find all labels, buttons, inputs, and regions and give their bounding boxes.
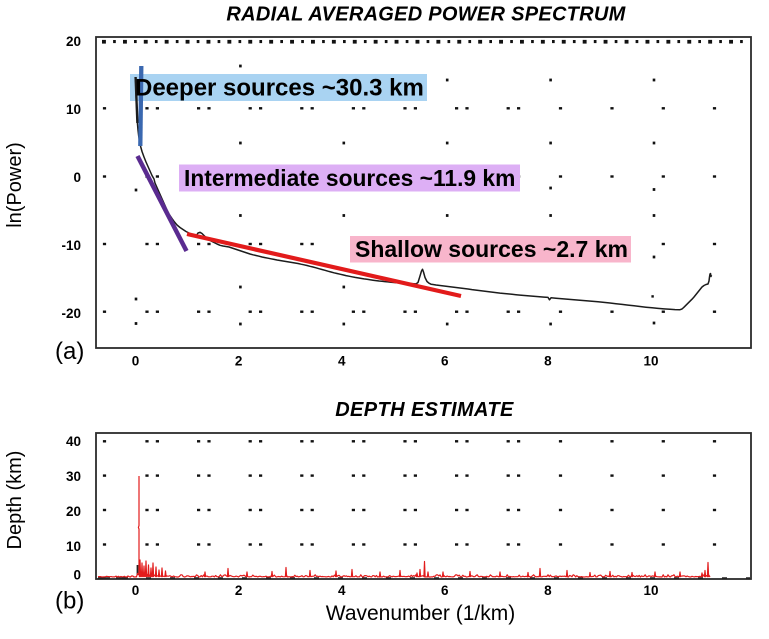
- svg-text:-20: -20: [61, 306, 81, 321]
- svg-text:8: 8: [544, 354, 552, 369]
- svg-text:Shallow sources ~2.7 km: Shallow sources ~2.7 km: [355, 236, 628, 262]
- svg-text:Deeper sources ~30.3 km: Deeper sources ~30.3 km: [135, 75, 424, 102]
- svg-text:10: 10: [643, 354, 658, 369]
- svg-text:30: 30: [66, 469, 81, 484]
- svg-text:0: 0: [132, 583, 140, 598]
- svg-text:40: 40: [66, 434, 81, 449]
- svg-text:6: 6: [441, 354, 449, 369]
- svg-text:2: 2: [235, 583, 243, 598]
- svg-text:0: 0: [73, 170, 81, 185]
- svg-text:4: 4: [338, 354, 346, 369]
- svg-text:(a): (a): [55, 338, 84, 365]
- svg-text:Depth (km): Depth (km): [4, 451, 26, 550]
- svg-text:20: 20: [66, 34, 81, 49]
- svg-text:DEPTH ESTIMATE: DEPTH ESTIMATE: [335, 399, 514, 421]
- svg-text:10: 10: [643, 583, 658, 598]
- svg-text:6: 6: [441, 583, 449, 598]
- svg-text:Wavenumber (1/km): Wavenumber (1/km): [326, 602, 515, 625]
- svg-text:4: 4: [338, 583, 346, 598]
- svg-text:(b): (b): [55, 588, 84, 615]
- svg-text:8: 8: [544, 583, 552, 598]
- svg-text:10: 10: [66, 102, 81, 117]
- svg-text:0: 0: [73, 568, 81, 583]
- svg-text:0: 0: [132, 354, 140, 369]
- svg-text:ln(Power): ln(Power): [4, 142, 26, 228]
- svg-text:-10: -10: [61, 238, 81, 253]
- svg-text:Intermediate sources ~11.9 km: Intermediate sources ~11.9 km: [184, 165, 515, 191]
- svg-text:10: 10: [66, 539, 81, 554]
- svg-text:2: 2: [235, 354, 243, 369]
- svg-text:20: 20: [66, 504, 81, 519]
- svg-text:RADIAL AVERAGED POWER SPECTRUM: RADIAL AVERAGED POWER SPECTRUM: [226, 4, 626, 26]
